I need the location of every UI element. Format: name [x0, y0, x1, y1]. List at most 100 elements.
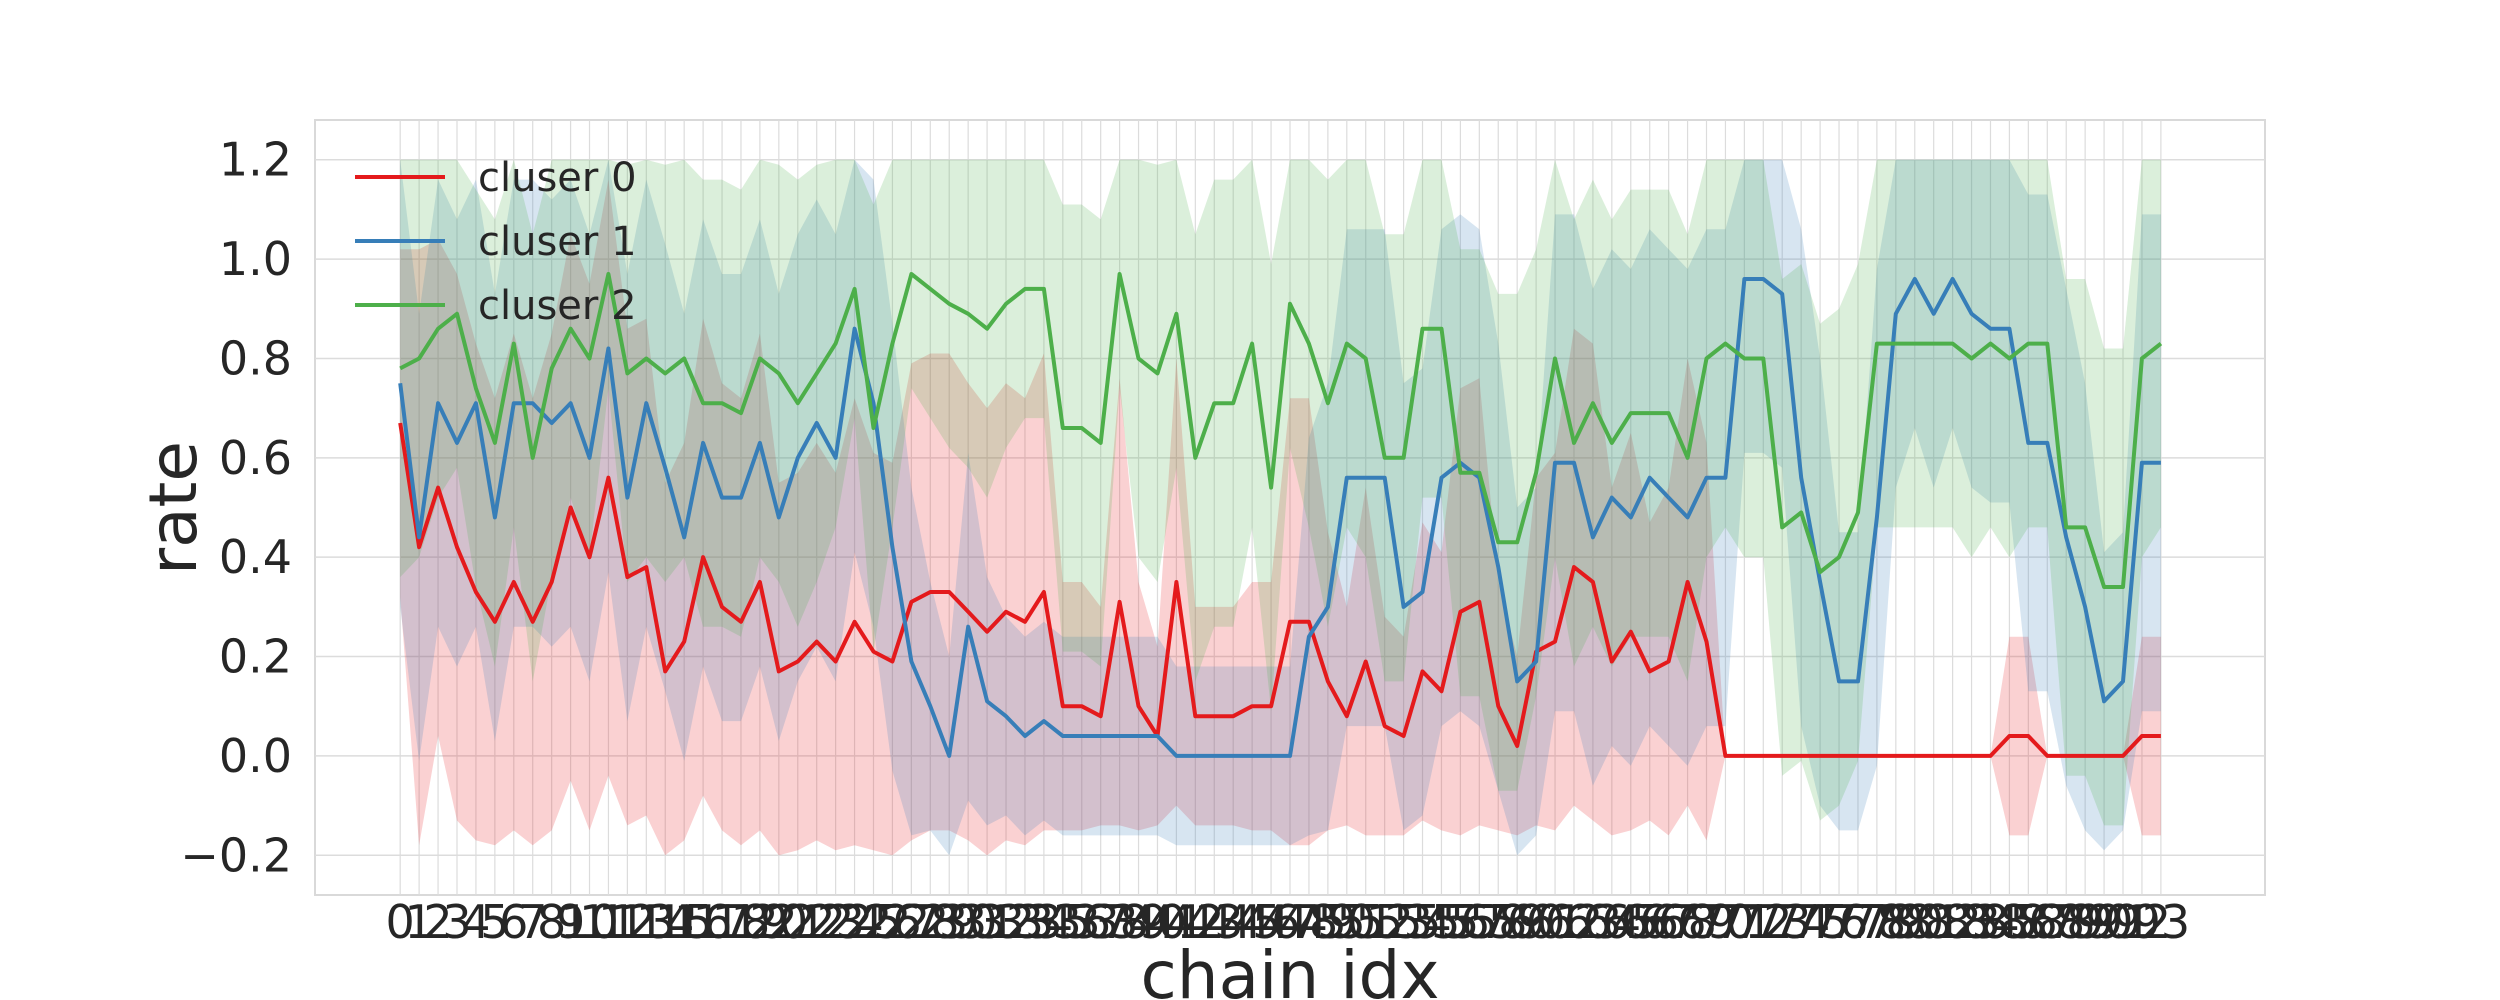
legend-label-2: cluser 2: [478, 283, 637, 329]
x-tick-label: 92: [2113, 895, 2172, 949]
x-tick-label: 88: [2037, 895, 2096, 949]
x-tick-label: 44: [1204, 895, 1263, 949]
x-tick-label: 43: [1185, 895, 1244, 949]
series-lines: [398, 272, 2163, 758]
x-tick-label: 6: [499, 895, 528, 949]
x-tick-label: 60: [1507, 895, 1566, 949]
x-tick-label: 82: [1923, 895, 1982, 949]
x-tick-label: 91: [2094, 895, 2153, 949]
y-tick-label: 0.0: [219, 729, 292, 783]
x-tick-label: 69: [1677, 895, 1736, 949]
x-tick-label: 36: [1052, 895, 1111, 949]
x-tick-label: 31: [958, 895, 1017, 949]
line-series-0: [398, 422, 2161, 758]
x-tick-label: 3: [442, 895, 471, 949]
x-tick-label: 83: [1942, 895, 2001, 949]
y-tick-label: 0.6: [219, 431, 292, 485]
x-tick-label: 21: [768, 895, 827, 949]
x-tick-label: 29: [920, 895, 979, 949]
x-tick-label: 41: [1147, 895, 1206, 949]
x-tick-label: 2: [423, 895, 452, 949]
x-tick-label: 42: [1166, 895, 1225, 949]
x-tick-label: 14: [636, 895, 695, 949]
legend-label-1: cluser 1: [478, 219, 637, 265]
x-tick-label: 39: [1109, 895, 1168, 949]
x-tick-label: 25: [844, 895, 903, 949]
x-tick-label: 22: [787, 895, 846, 949]
x-tick-label: 35: [1034, 895, 1093, 949]
x-tick-label: 17: [693, 895, 752, 949]
x-tick-label: 64: [1583, 895, 1642, 949]
x-tick-label: 19: [731, 895, 790, 949]
x-tick-label: 38: [1090, 895, 1149, 949]
x-tick-label: 53: [1374, 895, 1433, 949]
x-tick-label: 78: [1848, 895, 1907, 949]
grid-lines: [315, 120, 2265, 895]
x-tick-label: 11: [579, 895, 638, 949]
x-tick-label: 12: [598, 895, 657, 949]
y-tick-label: 0.2: [219, 630, 292, 684]
x-tick-label: 23: [806, 895, 865, 949]
x-tick-label: 46: [1242, 895, 1301, 949]
x-tick-label: 80: [1885, 895, 1944, 949]
x-tick-label: 40: [1128, 895, 1187, 949]
x-tick-label: 33: [996, 895, 1055, 949]
x-tick-label: 0: [386, 895, 415, 949]
x-tick-label: 81: [1904, 895, 1963, 949]
x-tick-label: 68: [1658, 895, 1717, 949]
x-tick-label: 8: [537, 895, 566, 949]
x-tick-label: 5: [480, 895, 509, 949]
x-tick-label: 89: [2056, 895, 2115, 949]
x-tick-label: 10: [560, 895, 619, 949]
x-tick-label: 90: [2075, 895, 2134, 949]
x-tick-label: 73: [1753, 895, 1812, 949]
x-tick-label: 76: [1810, 895, 1869, 949]
x-tick-label: 9: [556, 895, 585, 949]
x-tick-label: 66: [1620, 895, 1679, 949]
legend: cluser 0 cluser 1 cluser 2: [355, 155, 637, 329]
y-tick-label: 0.4: [219, 530, 292, 584]
x-tick-label: 30: [939, 895, 998, 949]
x-tick-label: 16: [674, 895, 733, 949]
x-tick-label: 59: [1488, 895, 1547, 949]
x-tick-label: 13: [617, 895, 676, 949]
x-tick-label: 7: [518, 895, 547, 949]
x-tick-label: 57: [1450, 895, 1509, 949]
y-tick-label: 0.8: [219, 331, 292, 385]
x-tick-label: 61: [1526, 895, 1585, 949]
x-tick-label: 49: [1299, 895, 1358, 949]
line-series-1: [398, 277, 2161, 758]
x-tick-label: 67: [1639, 895, 1698, 949]
x-tick-label: 52: [1355, 895, 1414, 949]
x-tick-label: 86: [1999, 895, 2058, 949]
x-tick-label: 84: [1961, 895, 2020, 949]
x-tick-label: 15: [655, 895, 714, 949]
x-tick-label: 24: [825, 895, 884, 949]
x-tick-labels: 0123456789101112131415161718192021222324…: [386, 895, 2191, 949]
x-tick-label: 50: [1318, 895, 1377, 949]
y-tick-label: −0.2: [180, 828, 292, 882]
x-tick-label: 55: [1412, 895, 1471, 949]
x-tick-label: 54: [1393, 895, 1452, 949]
x-tick-label: 75: [1791, 895, 1850, 949]
x-tick-label: 47: [1261, 895, 1320, 949]
x-axis-label: chain idx: [1141, 937, 1440, 1000]
x-tick-label: 1: [404, 895, 433, 949]
x-tick-label: 79: [1867, 895, 1926, 949]
x-tick-label: 37: [1071, 895, 1130, 949]
x-tick-label: 87: [2018, 895, 2077, 949]
x-tick-label: 93: [2132, 895, 2191, 949]
x-tick-label: 85: [1980, 895, 2039, 949]
x-tick-label: 58: [1469, 895, 1528, 949]
x-tick-label: 65: [1602, 895, 1661, 949]
x-tick-label: 63: [1564, 895, 1623, 949]
x-tick-label: 70: [1696, 895, 1755, 949]
y-tick-label: 1.0: [219, 232, 292, 286]
x-tick-label: 20: [750, 895, 809, 949]
line-series-2: [399, 272, 2163, 589]
x-tick-label: 32: [977, 895, 1036, 949]
x-tick-label: 18: [712, 895, 771, 949]
x-tick-label: 74: [1772, 895, 1831, 949]
x-tick-label: 48: [1280, 895, 1339, 949]
